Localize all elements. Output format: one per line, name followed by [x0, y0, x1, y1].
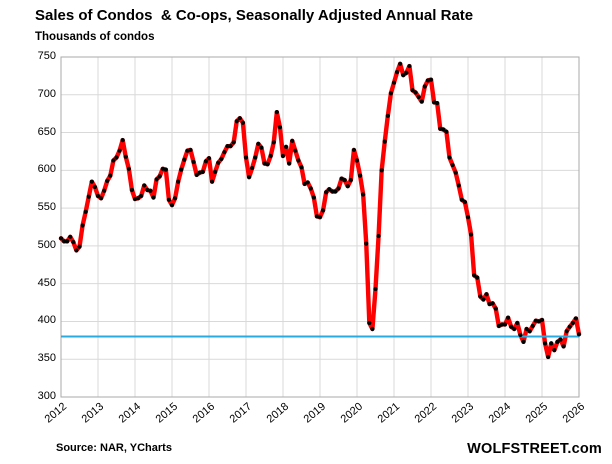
- svg-text:2018: 2018: [265, 401, 291, 426]
- svg-text:2023: 2023: [450, 401, 476, 426]
- svg-text:2026: 2026: [561, 401, 587, 426]
- svg-text:2025: 2025: [524, 401, 550, 426]
- svg-text:2024: 2024: [487, 401, 513, 426]
- svg-text:2013: 2013: [80, 401, 106, 426]
- svg-text:2022: 2022: [413, 401, 439, 426]
- svg-text:2019: 2019: [302, 401, 328, 426]
- svg-text:2017: 2017: [228, 401, 254, 426]
- svg-text:2015: 2015: [154, 401, 180, 426]
- svg-text:2012: 2012: [43, 401, 69, 426]
- svg-text:2014: 2014: [117, 401, 143, 426]
- svg-text:2020: 2020: [339, 401, 365, 426]
- svg-text:2021: 2021: [376, 401, 402, 426]
- svg-text:2016: 2016: [191, 401, 217, 426]
